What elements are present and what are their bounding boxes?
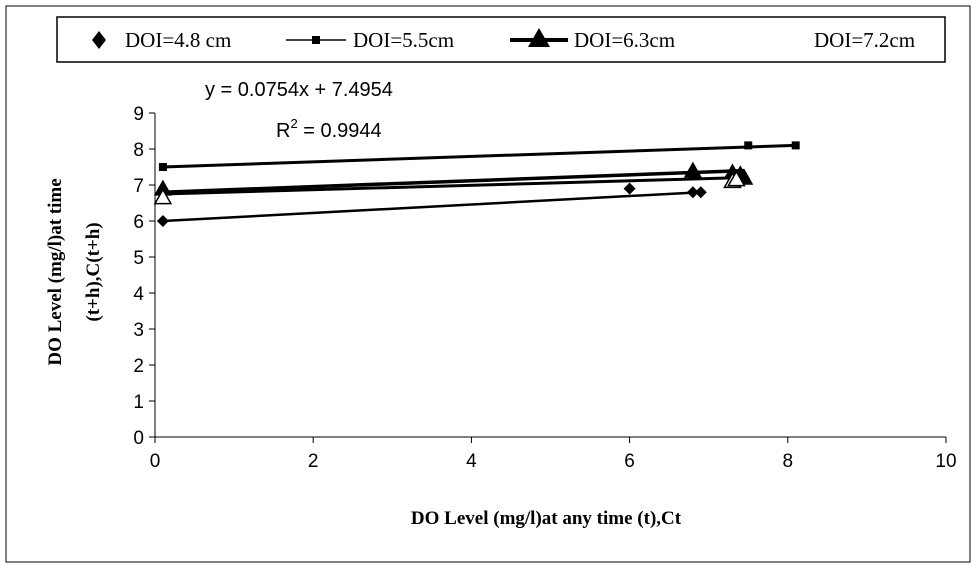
legend: DOI=4.8 cm DOI=5.5cm DOI=6.3cm DOI=7.2cm [56,16,946,63]
chart-border [5,5,971,563]
r-squared-label: R2 = 0.9944 [276,116,382,142]
y-tick-label: 9 [133,104,144,125]
trendline-series-2 [162,143,796,169]
data-point-series-1 [623,182,636,195]
legend-label-doi-4-8: DOI=4.8 cm [125,28,231,52]
data-point-series-3 [153,179,172,196]
data-point-series-2 [744,141,753,150]
r-squared-value: = 0.9944 [298,120,382,142]
y-tick-label: 7 [133,176,144,197]
data-point-series-3 [683,161,702,178]
r-squared-prefix: R [276,120,290,142]
y-tick-label: 2 [133,356,144,377]
trendline-series-4 [162,176,737,196]
x-tick-label: 6 [624,451,635,472]
data-point-series-2 [158,163,167,171]
y-tick-label: 0 [133,428,144,449]
y-tick-label: 8 [133,140,144,161]
legend-box [56,16,946,63]
legend-label-doi-6-3: DOI=6.3cm [574,28,675,52]
y-tick-label: 4 [133,284,144,305]
ticks: 0 1 2 3 4 5 6 7 8 9 0 2 4 6 8 10 [133,104,956,472]
trendlines [162,143,796,223]
x-tick-label: 4 [466,451,477,472]
y-tick-label: 1 [133,392,144,413]
x-tick-label: 0 [150,451,161,472]
data-point-series-1 [694,186,707,199]
trendline-equation: y = 0.0754x + 7.4954 [205,79,393,101]
x-tick-label: 2 [308,451,319,472]
y-axis-title-line-1: DO Level (mg/l)at time [45,178,66,365]
data-point-series-1 [686,186,699,199]
markers [153,141,800,227]
y-tick-label: 3 [133,320,144,341]
legend-marker-square-icon [312,36,320,44]
trendline-series-1 [162,190,701,223]
legend-marker-triangle-icon [528,28,550,47]
x-tick-label: 10 [935,451,956,472]
trendline-series-3 [162,168,745,194]
y-tick-label: 5 [133,248,144,269]
legend-label-doi-5-5: DOI=5.5cm [353,28,454,52]
data-point-series-4 [153,188,173,205]
r-squared-superscript: 2 [290,116,297,131]
data-point-series-1 [156,215,169,227]
y-axis-title-line-2: (t+h),C(t+h) [83,222,104,321]
data-point-series-2 [791,141,800,150]
x-axis-title: DO Level (mg/l)at any time (t),Ct [411,508,682,529]
y-tick-label: 6 [133,212,144,233]
axes [154,113,946,438]
legend-marker-diamond-icon [92,31,106,49]
x-tick-label: 8 [783,451,794,472]
data-point-series-4 [727,170,746,187]
legend-label-doi-7-2: DOI=7.2cm [814,28,915,52]
